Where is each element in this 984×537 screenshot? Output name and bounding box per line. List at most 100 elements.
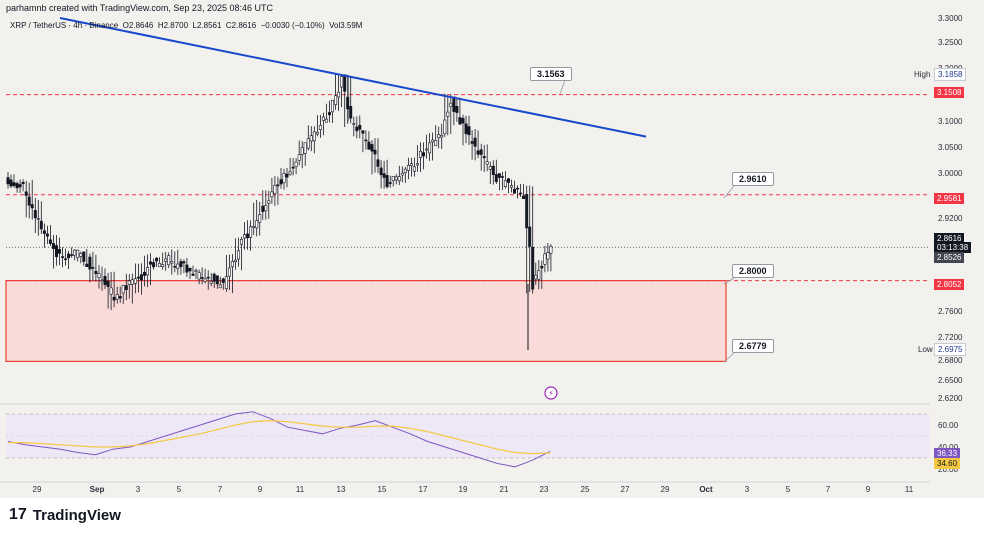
candle-body: [494, 174, 498, 182]
label-connector: [723, 352, 735, 363]
descending-trendline: [59, 17, 647, 138]
low-value: 2.8561: [196, 21, 222, 30]
candle-body: [57, 249, 61, 254]
symbol-title[interactable]: XRP / TetherUS · 4h · Binance: [10, 21, 119, 30]
candle-body: [173, 265, 177, 268]
candle-body: [376, 159, 380, 167]
candle-body: [382, 173, 386, 178]
time-tick-label: 5: [786, 485, 791, 494]
candle-body: [273, 184, 277, 194]
volume-value: 3.59M: [340, 21, 363, 30]
candle-body: [133, 278, 137, 284]
candle-body: [361, 130, 365, 134]
candle-body: [155, 257, 159, 262]
candle-body: [227, 267, 231, 277]
publisher-credit: parhamnb created with TradingView.com, S…: [6, 3, 273, 13]
price-tick-label: 3.3000: [938, 14, 963, 23]
candle-body: [51, 243, 55, 249]
candle-body: [264, 205, 268, 212]
candle-body: [373, 149, 377, 155]
candle-body: [118, 296, 122, 299]
candle-body: [349, 105, 353, 119]
candle-body: [476, 150, 480, 155]
rsi-ma-line: [8, 419, 551, 455]
candle-body: [206, 276, 210, 279]
candle-body: [97, 273, 101, 278]
candle-body: [330, 99, 334, 113]
price-tick-label: 2.9200: [938, 214, 963, 223]
candle-body: [9, 179, 13, 187]
candle-body: [79, 253, 83, 257]
candle-body: [73, 249, 77, 256]
candle-body: [482, 156, 486, 159]
candle-body: [261, 205, 265, 212]
price-tick-label: 3.2500: [938, 38, 963, 47]
candle-body: [15, 183, 19, 189]
tradingview-logo[interactable]: 17 TradingView: [9, 505, 121, 525]
price-tick-label: 3.0500: [938, 143, 963, 152]
time-tick-label: 29: [33, 485, 42, 494]
candle-body: [458, 117, 462, 125]
level-label-4[interactable]: 2.6779: [732, 339, 774, 353]
level-label-3[interactable]: 2.8000: [732, 264, 774, 278]
candle-body: [203, 278, 207, 282]
candle-body: [312, 131, 316, 142]
candle-body: [485, 161, 489, 165]
candle-body: [503, 180, 507, 188]
candle-body: [294, 161, 298, 167]
time-tick-label: 7: [218, 485, 223, 494]
candle-body: [27, 196, 31, 206]
current-price-tag: 2.8616: [934, 233, 965, 244]
candle-body: [54, 245, 58, 257]
level-label-1[interactable]: 3.1563: [530, 67, 572, 81]
candle-body: [355, 126, 359, 132]
time-tick-label: 11: [296, 485, 305, 494]
candle-body: [103, 276, 107, 285]
candle-body: [42, 230, 46, 234]
candle-body: [367, 141, 371, 150]
candle-body: [318, 125, 322, 130]
time-tick-label: 27: [621, 485, 630, 494]
candle-body: [452, 96, 456, 112]
low-marker-value: 2.6975: [934, 343, 967, 356]
candle-body: [39, 220, 43, 230]
close-value: 2.8616: [231, 21, 257, 30]
candle-body: [522, 195, 526, 200]
close-label: C: [225, 21, 232, 30]
candle-body: [437, 134, 441, 139]
candle-body: [188, 267, 192, 272]
high-label: H: [157, 21, 164, 30]
candle-body: [519, 192, 523, 195]
change-value: −0.0030 (−0.10%): [260, 21, 325, 30]
candle-body: [161, 264, 165, 267]
candle-body: [33, 210, 37, 219]
rsi-ma-tag: 34.60: [934, 458, 961, 469]
candle-body: [400, 172, 404, 176]
low-label: L: [192, 21, 197, 30]
candle-body: [237, 250, 241, 260]
candle-body: [158, 262, 162, 267]
price-tick-label: 2.7200: [938, 333, 963, 342]
level-label-2[interactable]: 2.9610: [732, 172, 774, 186]
volume-label: Vol: [329, 21, 341, 30]
candle-body: [397, 176, 401, 182]
candle-body: [88, 256, 92, 270]
candle-body: [540, 265, 544, 269]
candle-body: [67, 253, 71, 259]
candle-body: [500, 176, 504, 178]
candle-body: [506, 178, 510, 183]
candle-body: [446, 111, 450, 117]
resistance-tag-2: 2.9581: [934, 193, 965, 204]
candle-body: [403, 168, 407, 173]
candle-body: [343, 74, 347, 92]
time-tick-label: 3: [136, 485, 141, 494]
time-tick-label: 17: [419, 485, 428, 494]
time-tick-label: 25: [581, 485, 590, 494]
candle-body: [185, 264, 189, 273]
candle-body: [24, 191, 28, 196]
time-tick-label: 19: [459, 485, 468, 494]
candle-body: [306, 138, 310, 149]
candle-body: [143, 271, 147, 276]
